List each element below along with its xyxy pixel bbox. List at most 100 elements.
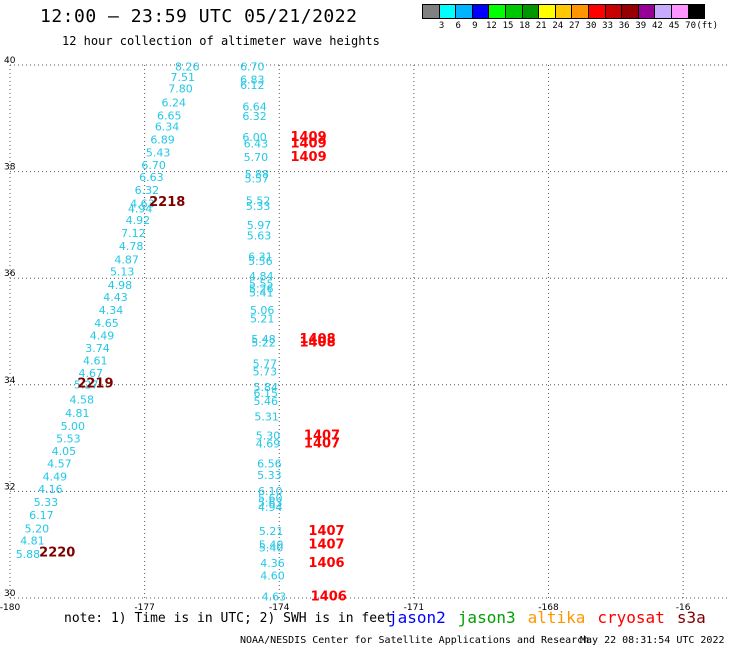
wave-height-value: 5.20	[25, 522, 50, 535]
wave-height-value: 5.13	[110, 266, 135, 279]
wave-height-value: 4.58	[70, 393, 95, 406]
x-tick-label: -180	[0, 603, 20, 613]
wave-height-value: 7.80	[168, 83, 193, 96]
wave-height-value: 5.22	[251, 336, 276, 349]
wave-height-value: 4.67	[79, 367, 104, 380]
time-label: 1407	[308, 537, 344, 552]
wave-height-value: 4.69	[256, 438, 281, 451]
wave-height-value: 7.51	[171, 71, 196, 84]
wave-height-value: 5.56	[248, 255, 273, 268]
x-tick-label: -16	[676, 603, 691, 613]
wave-height-value: 5.97	[247, 219, 272, 232]
wave-height-value: 6.56	[257, 457, 282, 470]
map-axes: -180 -177 -174 -171 -168 -16 40 38 36 34 32 30	[0, 56, 691, 613]
x-tick-label: -171	[404, 603, 424, 613]
wave-height-value: 6.34	[155, 121, 180, 134]
wave-height-value: 5.77	[253, 358, 278, 371]
wave-height-value: 4.60	[260, 569, 285, 582]
wave-height-value: 4.87	[114, 253, 139, 266]
color-scale-label: 70	[685, 21, 697, 31]
wave-height-value: 5.60	[258, 492, 283, 505]
time-label: 2218	[149, 195, 185, 210]
wave-height-value: 6.17	[29, 509, 54, 522]
color-scale-bar	[422, 4, 706, 21]
wave-height-value: 5.73	[253, 366, 278, 379]
time-label: 1406	[308, 556, 344, 571]
y-tick-label: 38	[4, 163, 16, 173]
time-label: 1409	[290, 150, 326, 165]
x-tick-label: -174	[269, 603, 290, 613]
wave-height-value: 6.63	[139, 171, 164, 184]
legend-item-s3a: s3a	[676, 608, 706, 627]
page-title: 12:00 – 23:59 UTC 05/21/2022	[40, 6, 358, 27]
timestamp-footer: May 22 08:31:54 UTC 2022	[580, 635, 725, 646]
wave-height-value: 6.15	[254, 387, 279, 400]
wave-height-value: 5.06	[250, 304, 275, 317]
wave-height-value: 4.34	[99, 304, 124, 317]
time-label: 2220	[39, 545, 75, 560]
color-scale-label: 27	[568, 21, 580, 31]
wave-height-value: 4.65	[94, 317, 119, 330]
color-scale-label: 3	[438, 21, 445, 31]
wave-height-value: 4.16	[38, 483, 63, 496]
wave-height-value: 4.49	[43, 471, 68, 484]
wave-height-value: 5.26	[249, 283, 274, 296]
wave-height-value: 4.43	[103, 291, 128, 304]
time-label: 1408	[299, 335, 335, 350]
wave-height-value: 5.84	[254, 381, 279, 394]
wave-height-value: 5.33	[257, 469, 282, 482]
color-scale-label: 18	[519, 21, 531, 31]
y-tick-label: 32	[4, 482, 15, 492]
wave-height-value: 5.43	[146, 147, 171, 160]
color-scale-label: 6	[455, 21, 461, 31]
wave-height-value: 5.63	[258, 496, 283, 509]
color-swatch	[687, 4, 706, 19]
wave-height-value: 5.88	[245, 168, 270, 181]
wave-height-value: 4.49	[90, 329, 115, 342]
color-scale-label: 21	[535, 21, 547, 31]
color-scale-label: 33	[602, 21, 614, 31]
color-scale-label: (ft)	[696, 21, 719, 31]
wave-height-value: 4.36	[260, 557, 285, 570]
wave-height-value: 5.52	[246, 195, 271, 208]
wave-height-value: 6.64	[242, 100, 267, 113]
page-subtitle: 12 hour collection of altimeter wave hei…	[62, 34, 380, 48]
wave-height-value: 5.70	[244, 151, 269, 164]
color-scale-label: 9	[472, 21, 478, 31]
time-label: 1408	[299, 332, 335, 347]
y-tick-label: 36	[4, 269, 16, 279]
wave-height-value: 6.70	[141, 159, 166, 172]
wave-height-value: 6.89	[150, 133, 175, 146]
wave-height-value: 4.94	[128, 203, 153, 216]
credit-footer: NOAA/NESDIS Center for Satellite Applica…	[240, 635, 590, 646]
legend-item-jason2: jason2	[388, 608, 446, 627]
wave-height-value: 4.63	[262, 591, 287, 604]
wave-height-value: 4.78	[119, 240, 144, 253]
time-label: 1406	[311, 590, 347, 605]
time-labels: 2218221922201409140914091408140814071407…	[39, 130, 347, 604]
wave-height-value: 5.33	[246, 200, 271, 213]
color-scale-label: 36	[618, 21, 630, 31]
wave-height-value: 5.40	[259, 542, 284, 555]
color-scale-label: 24	[552, 21, 564, 31]
wave-height-value: 5.30	[256, 430, 281, 443]
color-scale-label: 15	[502, 21, 514, 31]
x-tick-label: -168	[538, 603, 559, 613]
y-tick-label: 30	[4, 589, 16, 599]
wave-height-value: 3.74	[85, 342, 110, 355]
wave-height-value: 5.21	[250, 312, 275, 325]
wave-height-value: 4.61	[83, 355, 108, 368]
wave-height-value: 5.33	[34, 496, 59, 509]
wave-height-value: 6.83	[240, 74, 265, 87]
x-tick-label: -177	[134, 603, 154, 613]
y-tick-label: 40	[4, 56, 16, 66]
color-scale-label: 45	[668, 21, 680, 31]
wave-height-value: 6.65	[157, 109, 182, 122]
wave-height-value: 5.48	[251, 333, 276, 346]
legend-item-jason3: jason3	[457, 608, 516, 627]
time-label: 1409	[290, 137, 326, 152]
wave-height-value: 5.21	[259, 525, 284, 538]
wave-height-points: 8.267.517.806.246.656.346.895.436.706.63…	[16, 60, 286, 603]
wave-height-value: 8.26	[175, 60, 200, 73]
